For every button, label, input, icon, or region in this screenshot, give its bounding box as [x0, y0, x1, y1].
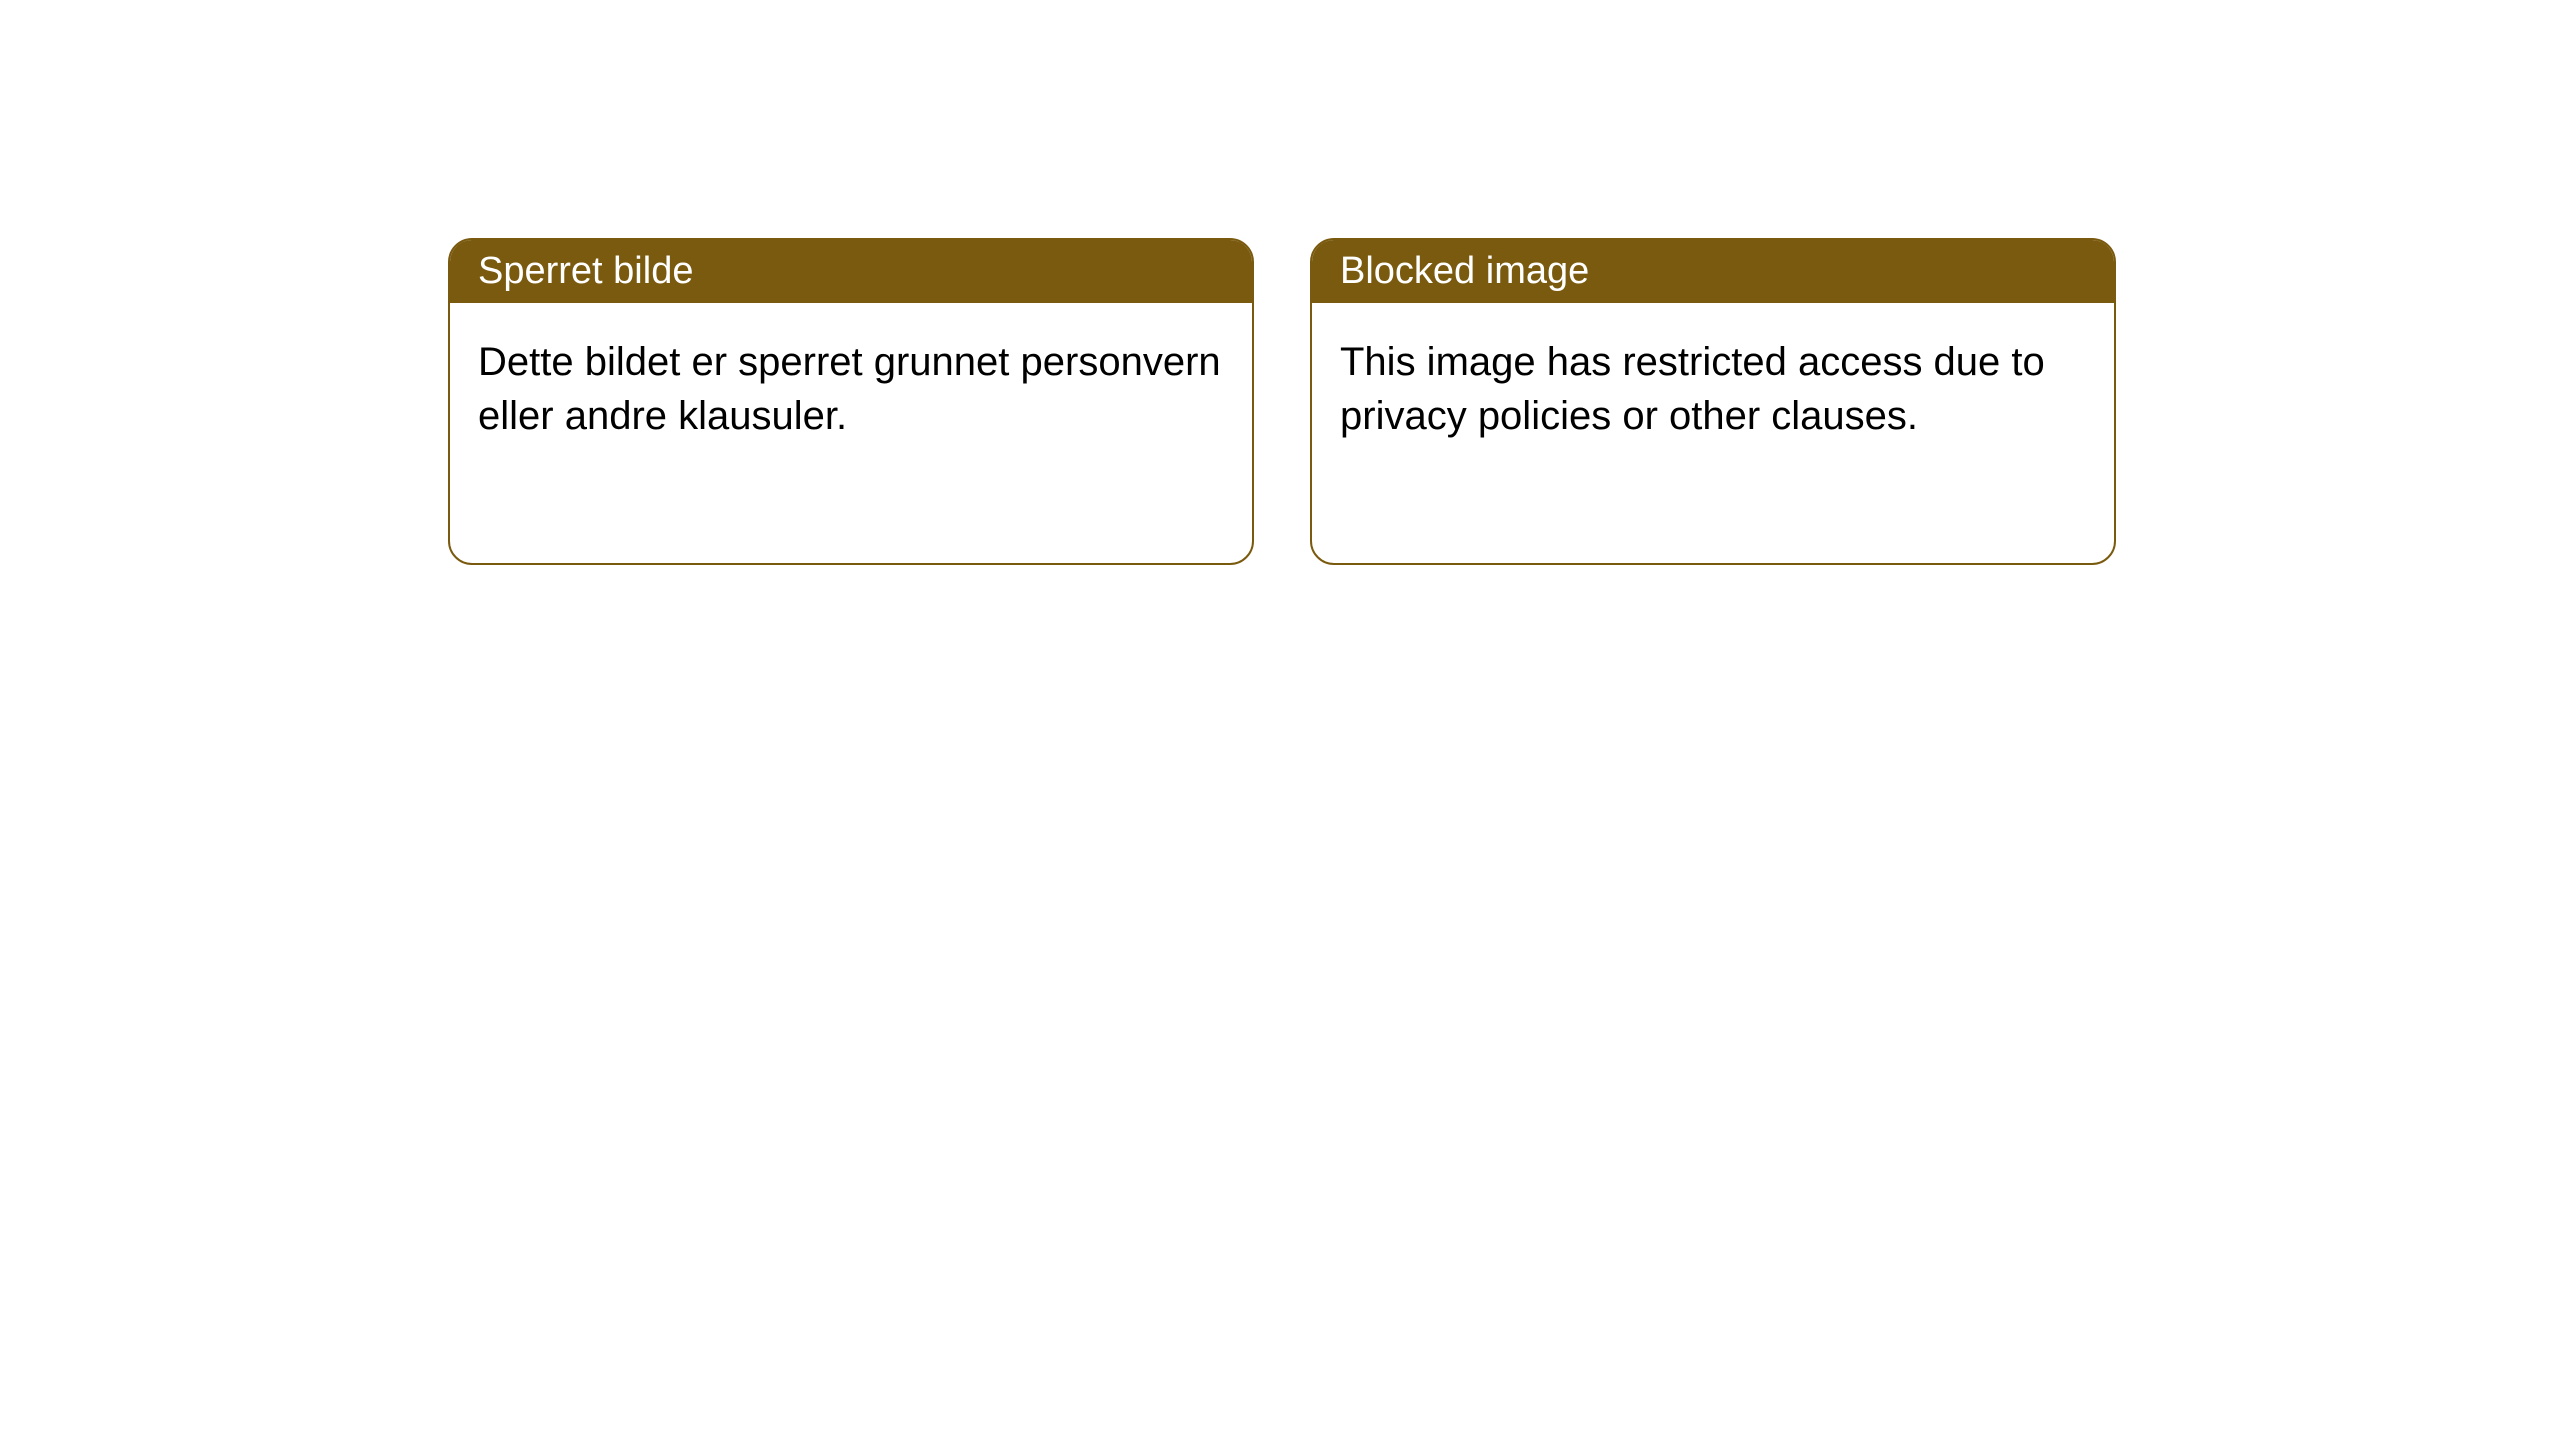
notice-title: Blocked image: [1340, 250, 1589, 292]
notice-message: This image has restricted access due to …: [1340, 340, 2045, 438]
notice-header: Blocked image: [1312, 240, 2114, 303]
notice-body: This image has restricted access due to …: [1312, 303, 2114, 563]
notice-card-norwegian: Sperret bilde Dette bildet er sperret gr…: [448, 238, 1254, 565]
notice-message: Dette bildet er sperret grunnet personve…: [478, 340, 1221, 438]
notice-card-english: Blocked image This image has restricted …: [1310, 238, 2116, 565]
notice-title: Sperret bilde: [478, 250, 693, 292]
notice-body: Dette bildet er sperret grunnet personve…: [450, 303, 1252, 563]
notice-header: Sperret bilde: [450, 240, 1252, 303]
blocked-image-notices: Sperret bilde Dette bildet er sperret gr…: [448, 238, 2116, 565]
